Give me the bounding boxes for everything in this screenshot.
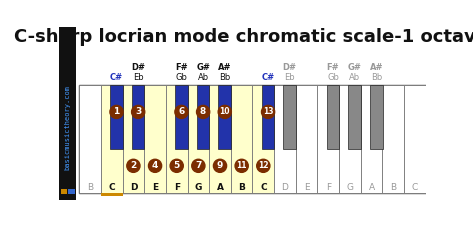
Circle shape	[192, 159, 205, 172]
Circle shape	[175, 105, 188, 118]
Circle shape	[213, 159, 227, 172]
Text: 10: 10	[219, 107, 230, 116]
Bar	[317, 85, 339, 193]
Bar	[404, 85, 426, 193]
Bar	[274, 85, 296, 193]
Text: 11: 11	[236, 161, 247, 170]
Circle shape	[197, 105, 210, 118]
Bar	[79, 85, 101, 193]
Text: Gb: Gb	[175, 72, 187, 81]
Bar	[144, 85, 166, 193]
Bar	[262, 85, 274, 149]
Text: Bb: Bb	[371, 72, 382, 81]
Text: 2: 2	[130, 161, 137, 170]
Bar	[370, 85, 383, 149]
Text: F#: F#	[327, 63, 339, 72]
Bar	[209, 85, 231, 193]
Text: 1: 1	[114, 107, 120, 116]
Text: E: E	[152, 183, 158, 192]
Bar	[349, 85, 361, 149]
Bar	[327, 85, 339, 149]
Circle shape	[149, 159, 162, 172]
Text: D#: D#	[131, 63, 145, 72]
Text: basicmusictheory.com: basicmusictheory.com	[65, 85, 70, 170]
Text: 9: 9	[217, 161, 223, 170]
Text: C#: C#	[262, 72, 275, 81]
Text: 4: 4	[152, 161, 158, 170]
Bar	[101, 85, 123, 193]
Circle shape	[110, 105, 123, 118]
Circle shape	[218, 105, 231, 118]
Text: B: B	[87, 183, 93, 192]
Bar	[219, 85, 231, 149]
Bar	[382, 85, 404, 193]
Bar	[61, 189, 67, 194]
Text: 12: 12	[258, 161, 269, 170]
Bar	[231, 85, 253, 193]
Text: 8: 8	[200, 107, 206, 116]
Text: 7: 7	[195, 161, 201, 170]
Text: Eb: Eb	[133, 72, 143, 81]
Text: D: D	[130, 183, 137, 192]
Circle shape	[170, 159, 184, 172]
Bar	[361, 85, 382, 193]
Bar	[283, 85, 296, 149]
Bar	[101, 193, 123, 196]
Bar	[79, 85, 426, 193]
Bar	[69, 189, 75, 194]
Text: 13: 13	[263, 107, 273, 116]
Text: C: C	[260, 183, 267, 192]
Bar	[132, 85, 144, 149]
Text: D#: D#	[283, 63, 297, 72]
Text: G: G	[195, 183, 202, 192]
Text: 6: 6	[178, 107, 184, 116]
Text: G: G	[346, 183, 353, 192]
Bar	[339, 85, 361, 193]
Text: C#: C#	[110, 72, 123, 81]
Text: A#: A#	[369, 63, 383, 72]
Bar	[197, 85, 210, 149]
Text: Ab: Ab	[198, 72, 209, 81]
Text: A: A	[368, 183, 375, 192]
Text: B: B	[238, 183, 245, 192]
Text: A#: A#	[218, 63, 231, 72]
Text: C: C	[108, 183, 115, 192]
Bar	[296, 85, 317, 193]
Text: G#: G#	[196, 63, 210, 72]
Text: E: E	[304, 183, 309, 192]
Circle shape	[257, 159, 270, 172]
Text: A: A	[217, 183, 224, 192]
Circle shape	[262, 105, 275, 118]
Text: F: F	[326, 183, 331, 192]
Text: F#: F#	[175, 63, 188, 72]
Text: Ab: Ab	[349, 72, 360, 81]
Text: G#: G#	[348, 63, 362, 72]
Text: C-sharp locrian mode chromatic scale-1 octave: C-sharp locrian mode chromatic scale-1 o…	[14, 28, 473, 46]
Bar	[59, 27, 76, 200]
Text: 3: 3	[135, 107, 141, 116]
Circle shape	[235, 159, 248, 172]
Circle shape	[131, 105, 145, 118]
Bar	[253, 85, 274, 193]
Text: D: D	[281, 183, 289, 192]
Text: B: B	[390, 183, 396, 192]
Text: 5: 5	[174, 161, 180, 170]
Bar	[110, 85, 123, 149]
Bar	[123, 85, 144, 193]
Text: Gb: Gb	[327, 72, 339, 81]
Text: Bb: Bb	[219, 72, 230, 81]
Text: C: C	[412, 183, 418, 192]
Bar	[175, 85, 188, 149]
Text: F: F	[174, 183, 180, 192]
Circle shape	[127, 159, 140, 172]
Text: Eb: Eb	[284, 72, 295, 81]
Bar	[187, 85, 209, 193]
Bar	[166, 85, 187, 193]
